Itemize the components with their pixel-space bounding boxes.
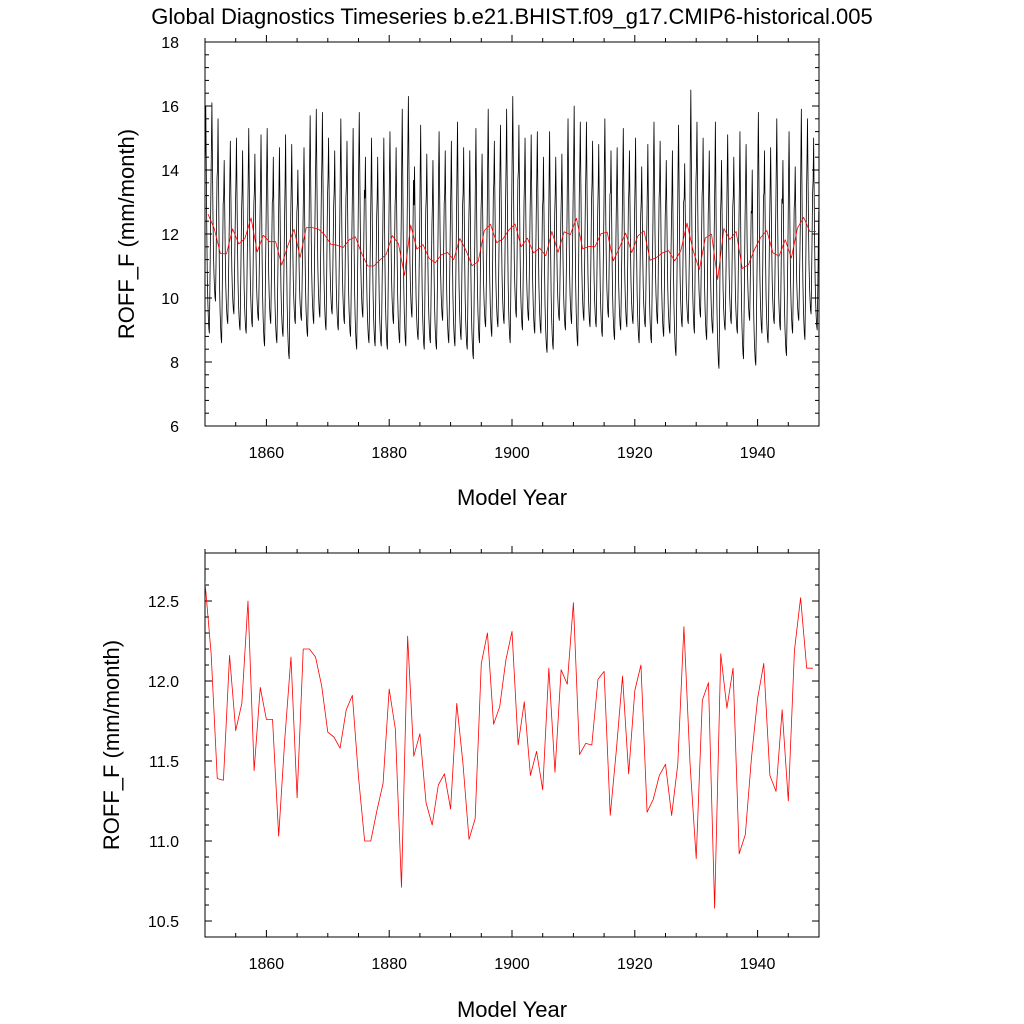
top-x-tick-label: 1940 <box>740 445 776 462</box>
top-x-tick-label: 1860 <box>249 445 285 462</box>
top-y-tick-label: 8 <box>170 355 179 372</box>
top-panel: 1860 1880 1900 1920 1940 6 8 10 12 14 16 18 Model Y… <box>114 35 820 510</box>
top-monthly-line <box>205 89 819 369</box>
bottom-series <box>205 581 813 909</box>
top-y-axis-label: ROFF_F (mm/month) <box>114 129 139 339</box>
top-y-tick-label: 14 <box>161 163 179 180</box>
chart-title: Global Diagnostics Timeseries b.e21.BHIS… <box>151 4 872 29</box>
top-x-tick-label: 1900 <box>494 445 530 462</box>
bottom-axis-ticks: 1860 1880 1900 1920 1940 10.5 11.0 11.5 12.0 12.5 <box>148 546 820 973</box>
bottom-plot-frame <box>204 552 820 938</box>
bottom-y-axis-label: ROFF_F (mm/month) <box>99 640 124 850</box>
top-x-axis-label: Model Year <box>457 485 567 510</box>
top-y-tick-label: 6 <box>170 419 179 436</box>
top-y-tick-label: 18 <box>161 35 179 52</box>
bottom-y-tick-label: 12.5 <box>148 594 179 611</box>
top-x-tick-label: 1920 <box>617 445 653 462</box>
bottom-x-axis-label: Model Year <box>457 997 567 1022</box>
top-series <box>205 89 819 369</box>
bottom-annual-mean-line <box>205 581 813 909</box>
bottom-panel: 1860 1880 1900 1920 1940 10.5 11.0 11.5 12.0 12.5… <box>99 546 820 1022</box>
top-y-tick-label: 16 <box>161 99 179 116</box>
bottom-x-tick-label: 1920 <box>617 956 653 973</box>
bottom-y-tick-label: 11.5 <box>149 754 179 771</box>
top-axis-ticks: 1860 1880 1900 1920 1940 6 8 10 12 14 16 18 <box>161 35 820 462</box>
bottom-x-tick-label: 1880 <box>371 956 407 973</box>
top-annual-mean-line <box>207 214 816 280</box>
top-x-tick-label: 1880 <box>371 445 407 462</box>
bottom-y-tick-label: 12.0 <box>148 674 179 691</box>
bottom-x-tick-label: 1860 <box>249 956 285 973</box>
bottom-x-tick-label: 1900 <box>494 956 530 973</box>
bottom-x-tick-label: 1940 <box>740 956 776 973</box>
bottom-y-tick-label: 11.0 <box>149 834 179 851</box>
bottom-y-tick-label: 10.5 <box>148 914 179 931</box>
top-y-tick-label: 10 <box>161 291 179 308</box>
top-y-tick-label: 12 <box>161 227 179 244</box>
